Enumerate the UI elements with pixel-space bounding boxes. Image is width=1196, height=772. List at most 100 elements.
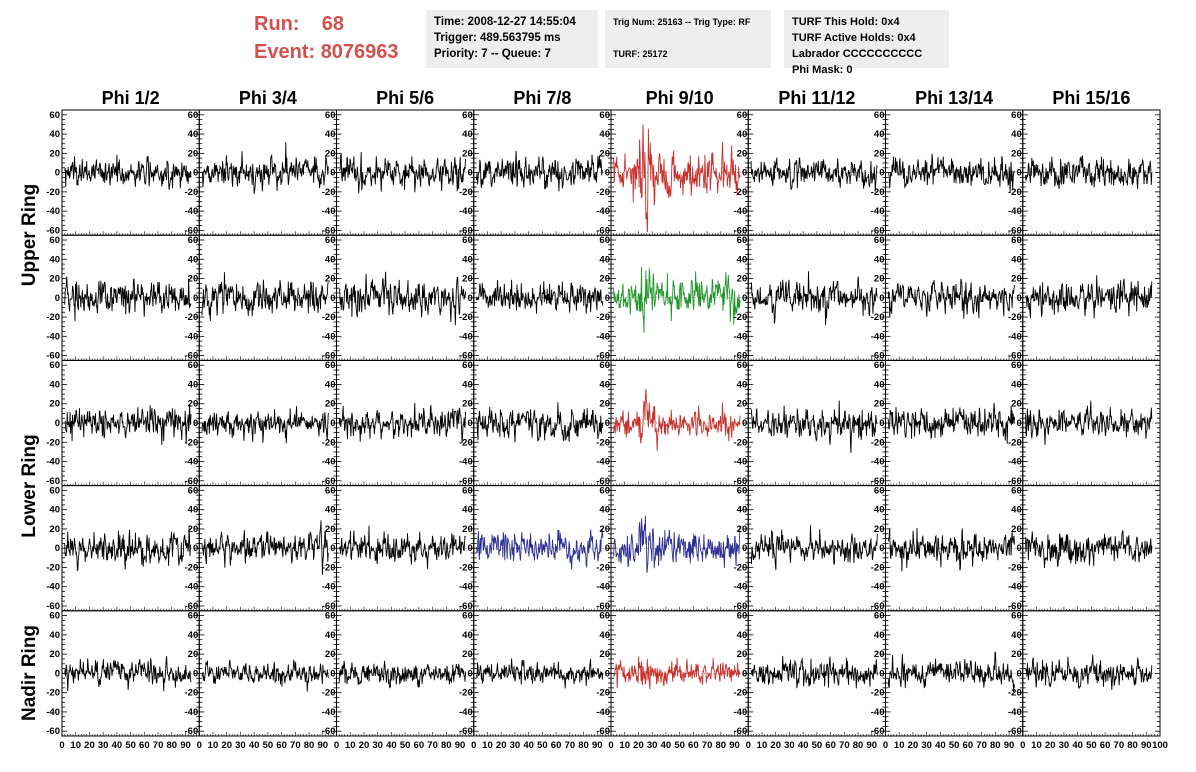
- x-tick-label: 30: [510, 740, 521, 751]
- y-tick-label: 60: [188, 485, 199, 496]
- run-row: Run: 68: [254, 10, 399, 38]
- x-tick-label: 50: [1086, 740, 1097, 751]
- y-tick-label: 20: [737, 399, 748, 410]
- waveform-trace: [338, 660, 466, 689]
- y-tick-label: 60: [188, 360, 199, 371]
- y-tick-label: 0: [1016, 543, 1021, 554]
- y-tick-label: 0: [879, 418, 884, 429]
- column-header: Phi 1/2: [102, 88, 160, 108]
- y-tick-label: -20: [322, 562, 336, 573]
- y-tick-label: 20: [325, 649, 336, 660]
- y-tick-label: 60: [599, 235, 610, 246]
- waveform-trace: [613, 515, 741, 574]
- column-header: Phi 3/4: [239, 88, 297, 108]
- x-tick-label: 70: [976, 740, 987, 751]
- y-tick-label: -20: [46, 437, 60, 448]
- info-line: TURF This Hold: 0x4: [792, 16, 900, 28]
- y-tick-label: 40: [188, 630, 199, 641]
- y-tick-label: -40: [459, 206, 473, 217]
- y-tick-label: 0: [1016, 293, 1021, 304]
- x-tick-label: 40: [523, 740, 534, 751]
- info-line: Priority: 7 -- Queue: 7: [434, 48, 551, 60]
- waveform-trace: [613, 388, 741, 451]
- y-tick-label: -40: [185, 582, 199, 593]
- y-tick-label: 0: [742, 418, 747, 429]
- waveform-trace: [201, 659, 329, 692]
- x-tick-label: 60: [414, 740, 425, 751]
- y-tick-label: 0: [467, 543, 472, 554]
- y-tick-label: 60: [874, 611, 885, 622]
- y-tick-label: -20: [1008, 187, 1022, 198]
- x-tick-label: 30: [372, 740, 383, 751]
- y-tick-label: -20: [596, 437, 610, 448]
- y-tick-label: 60: [325, 360, 336, 371]
- x-tick-label: 30: [784, 740, 795, 751]
- y-tick-label: 40: [462, 254, 473, 265]
- waveform-trace: [750, 271, 878, 325]
- y-tick-label: 40: [325, 129, 336, 140]
- y-tick-label: -60: [185, 726, 199, 737]
- y-tick-label: -40: [1008, 206, 1022, 217]
- y-tick-label: 0: [193, 418, 198, 429]
- y-tick-label: 40: [49, 379, 60, 390]
- x-tick-label: 40: [798, 740, 809, 751]
- y-tick-label: 40: [462, 630, 473, 641]
- y-tick-label: -60: [185, 351, 199, 362]
- info-line: Phi Mask: 0: [792, 64, 853, 76]
- x-tick-label: 70: [290, 740, 301, 751]
- waveform-trace: [64, 656, 192, 692]
- y-tick-label: -60: [459, 225, 473, 236]
- y-tick-label: 40: [1011, 379, 1022, 390]
- waveform-trace: [476, 658, 604, 689]
- info-line: TURF: 25172: [613, 49, 668, 59]
- y-tick-label: -60: [596, 225, 610, 236]
- y-tick-label: 60: [188, 110, 199, 121]
- y-tick-label: 40: [737, 379, 748, 390]
- y-tick-label: 60: [49, 485, 60, 496]
- y-tick-label: 40: [599, 505, 610, 516]
- column-header: Phi 11/12: [778, 88, 855, 108]
- x-tick-label: 60: [688, 740, 699, 751]
- waveform-panel: -60 -40 -20 0 20 40 60: [46, 485, 200, 612]
- y-tick-label: 40: [325, 254, 336, 265]
- y-tick-label: -20: [596, 562, 610, 573]
- x-tick-label: 50: [949, 740, 960, 751]
- y-tick-label: 20: [599, 649, 610, 660]
- y-tick-label: 60: [462, 611, 473, 622]
- x-tick-label: 0: [197, 740, 202, 751]
- x-tick-label: 20: [84, 740, 95, 751]
- x-tick-label: 40: [112, 740, 123, 751]
- waveform-panel: -60 -40 -20 0 20 40 60: [46, 109, 200, 236]
- y-tick-label: -20: [322, 187, 336, 198]
- y-tick-label: 0: [467, 168, 472, 179]
- y-tick-label: 40: [462, 505, 473, 516]
- y-tick-label: 60: [737, 485, 748, 496]
- y-tick-label: 60: [325, 485, 336, 496]
- y-tick-label: 0: [330, 543, 335, 554]
- y-tick-label: 0: [879, 543, 884, 554]
- x-tick-label: 10: [208, 740, 219, 751]
- waveform-panel: -60 -40 -20 0 20 40 60: [322, 234, 475, 362]
- waveform-panel: -60 -40 -20 0 20 40 60: [871, 359, 1024, 487]
- y-tick-label: -60: [46, 726, 60, 737]
- y-tick-label: 0: [330, 168, 335, 179]
- y-tick-label: 60: [325, 611, 336, 622]
- y-tick-label: -20: [734, 437, 748, 448]
- waveform-trace: [1025, 275, 1153, 319]
- y-tick-label: 60: [49, 235, 60, 246]
- y-tick-label: 20: [1011, 649, 1022, 660]
- x-tick-label: 20: [221, 740, 232, 751]
- y-tick-label: -40: [459, 707, 473, 718]
- y-tick-label: 40: [737, 630, 748, 641]
- y-tick-label: 0: [193, 168, 198, 179]
- y-tick-label: -20: [322, 688, 336, 699]
- x-tick-label: 10: [70, 740, 81, 751]
- x-tick-label: 20: [633, 740, 644, 751]
- y-tick-label: 60: [599, 360, 610, 371]
- x-tick-label: 60: [551, 740, 562, 751]
- x-tick-label: 80: [990, 740, 1001, 751]
- x-tick-label: 80: [167, 740, 178, 751]
- x-tick-label: 80: [853, 740, 864, 751]
- column-header: Phi 15/16: [1052, 88, 1130, 108]
- waveform-trace: [476, 402, 604, 443]
